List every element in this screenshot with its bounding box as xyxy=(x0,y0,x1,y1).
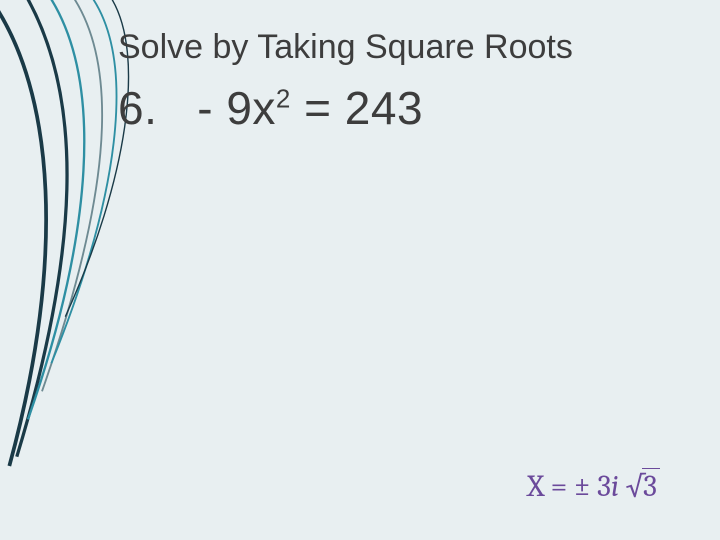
slide-title: Solve by Taking Square Roots xyxy=(118,28,700,67)
radicand: 3 xyxy=(642,468,660,504)
problem-expression-prefix: - 9x xyxy=(197,82,276,134)
problem-expression-suffix: = 243 xyxy=(291,82,423,134)
imaginary-unit: i xyxy=(611,469,619,504)
problem-number: 6. xyxy=(118,82,157,134)
problem-line: 6. - 9x2 = 243 xyxy=(118,81,700,135)
answer-expression: X = ± 3i √3 xyxy=(527,469,660,504)
problem-exponent: 2 xyxy=(276,84,291,114)
slide-content: Solve by Taking Square Roots 6. - 9x2 = … xyxy=(118,28,700,135)
answer-lhs: X = ± 3 xyxy=(527,469,611,504)
